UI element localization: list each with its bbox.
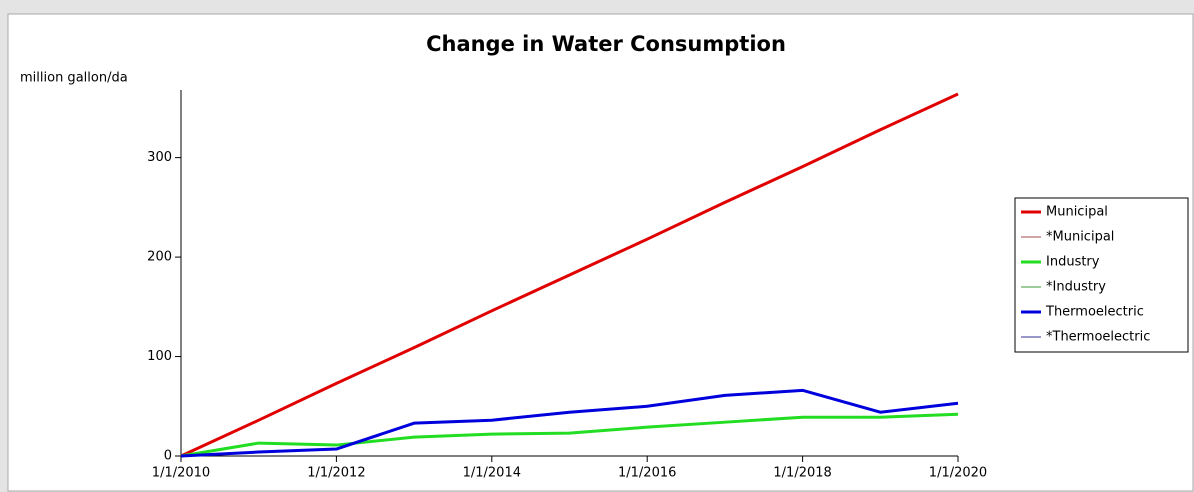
series-line	[180, 412, 959, 458]
panel	[7, 13, 1194, 492]
x-tick-label: 1/1/2018	[773, 466, 831, 481]
legend	[1014, 197, 1189, 353]
series-line	[180, 92, 959, 458]
chart-title: Change in Water Consumption	[426, 32, 786, 56]
legend-label: Municipal	[1046, 205, 1108, 220]
y-tick-label: 0	[164, 449, 172, 464]
legend-label: *Industry	[1046, 280, 1106, 295]
x-tick-label: 1/1/2020	[929, 466, 987, 481]
y-tick-label: 300	[147, 150, 172, 165]
x-tick-label: 1/1/2010	[152, 466, 210, 481]
y-axis-label: million gallon/da	[20, 71, 128, 86]
legend-label: Industry	[1046, 255, 1100, 270]
x-tick-label: 1/1/2014	[463, 466, 521, 481]
legend-label: Thermoelectric	[1045, 305, 1144, 320]
legend-label: *Thermoelectric	[1046, 330, 1150, 345]
x-tick-label: 1/1/2012	[307, 466, 365, 481]
y-tick-label: 200	[147, 250, 172, 265]
series-line	[180, 388, 959, 458]
legend-label: *Municipal	[1046, 230, 1114, 245]
x-tick-label: 1/1/2016	[618, 466, 676, 481]
y-tick-label: 100	[147, 349, 172, 364]
